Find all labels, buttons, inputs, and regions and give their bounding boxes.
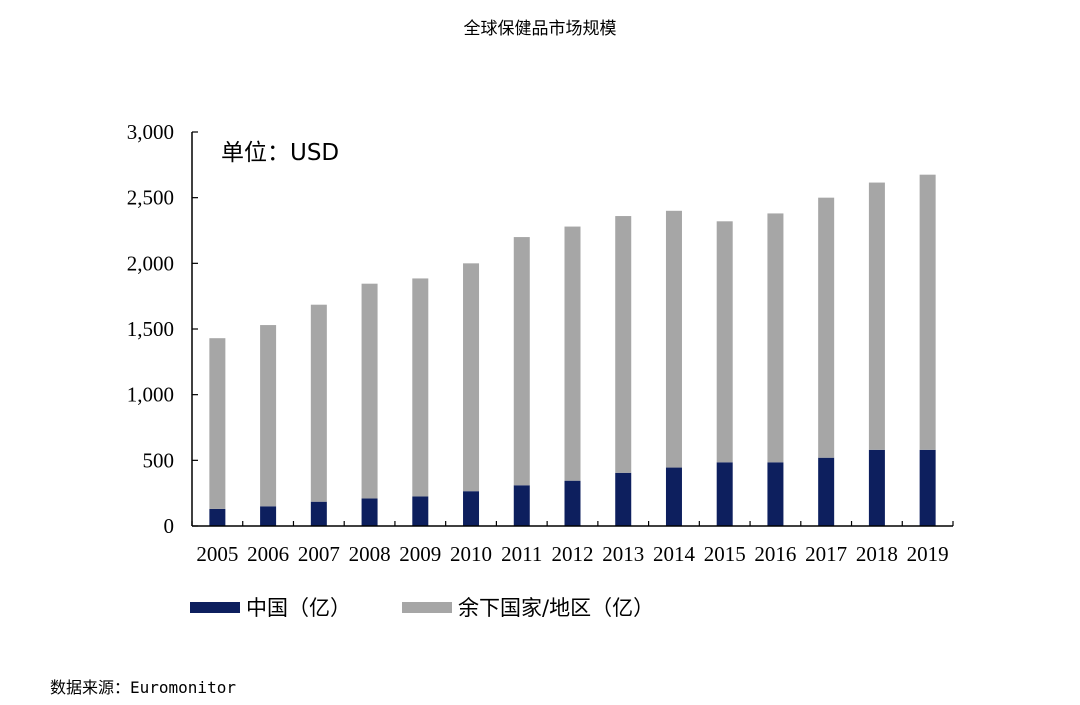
- bar-china: [665, 467, 682, 526]
- x-tick-label: 2011: [501, 542, 542, 566]
- bar-rest-of-world: [818, 197, 835, 458]
- bar-rest-of-world: [463, 263, 480, 492]
- y-tick-label: 500: [143, 448, 175, 472]
- bar-china: [868, 449, 885, 526]
- bar-china: [412, 496, 429, 526]
- legend-label: 中国（亿）: [246, 596, 351, 620]
- bar-china: [260, 506, 277, 526]
- x-tick-label: 2013: [602, 542, 644, 566]
- bar-rest-of-world: [209, 338, 226, 509]
- bar-china: [919, 449, 936, 526]
- bar-china: [513, 485, 530, 526]
- bar-china: [209, 508, 226, 526]
- bar-rest-of-world: [412, 278, 429, 497]
- bar-rest-of-world: [564, 226, 581, 481]
- y-tick-label: 2,000: [127, 251, 174, 275]
- bar-china: [767, 462, 784, 526]
- x-tick-label: 2019: [907, 542, 949, 566]
- bar-rest-of-world: [513, 237, 530, 486]
- x-tick-label: 2017: [805, 542, 847, 566]
- bar-rest-of-world: [767, 213, 784, 463]
- legend: 中国（亿） 余下国家/地区（亿）: [190, 596, 654, 620]
- legend-swatch: [402, 602, 452, 613]
- legend-swatch: [190, 602, 240, 613]
- y-tick-label: 2,500: [127, 186, 174, 210]
- x-tick-label: 2007: [298, 542, 340, 566]
- bar-rest-of-world: [615, 216, 632, 473]
- x-tick-label: 2014: [653, 542, 696, 566]
- bar-rest-of-world: [919, 174, 936, 450]
- chart-title: 全球保健品市场规模: [463, 19, 617, 39]
- x-tick-label: 2008: [349, 542, 391, 566]
- y-tick-label: 3,000: [127, 120, 174, 144]
- unit-label: 单位：USD: [221, 140, 339, 166]
- bar-rest-of-world: [361, 283, 378, 499]
- x-tick-label: 2012: [552, 542, 594, 566]
- y-tick-label: 1,000: [127, 383, 174, 407]
- x-tick-label: 2005: [196, 542, 238, 566]
- bar-china: [361, 498, 378, 526]
- bar-china: [615, 472, 632, 526]
- x-axis: 2005 2006 2007 2008 2009 2010 2011 2012 2013 2014…: [191, 521, 954, 566]
- source-note: 数据来源：Euromonitor: [50, 678, 236, 697]
- y-tick-label: 1,500: [127, 317, 174, 341]
- bar-rest-of-world: [260, 325, 277, 507]
- bar-china: [463, 491, 480, 526]
- bar-china: [818, 457, 835, 526]
- x-tick-label: 2016: [754, 542, 796, 566]
- bars: [209, 174, 936, 526]
- legend-label: 余下国家/地区（亿）: [458, 596, 654, 620]
- y-tick-label: 0: [164, 514, 175, 538]
- x-tick-label: 2018: [856, 542, 898, 566]
- x-tick-label: 2006: [247, 542, 289, 566]
- bar-china: [564, 480, 581, 526]
- bar-china: [310, 501, 327, 526]
- x-tick-label: 2009: [399, 542, 441, 566]
- bar-rest-of-world: [868, 182, 885, 450]
- bar-china: [716, 462, 733, 526]
- y-axis: 0 500 1,000 1,500 2,000 2,500 3,000: [127, 120, 198, 538]
- bar-rest-of-world: [310, 304, 327, 502]
- x-tick-label: 2010: [450, 542, 492, 566]
- bar-rest-of-world: [665, 210, 682, 468]
- x-tick-label: 2015: [704, 542, 746, 566]
- bar-rest-of-world: [716, 221, 733, 463]
